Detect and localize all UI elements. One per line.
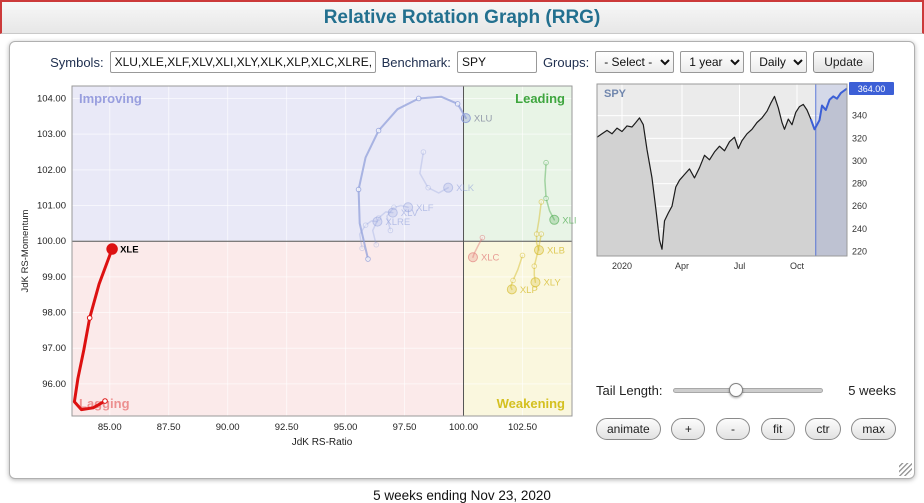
svg-text:Oct: Oct: [790, 261, 805, 271]
tail-length-slider[interactable]: [672, 382, 823, 398]
svg-text:95.00: 95.00: [334, 422, 358, 433]
svg-text:XLY: XLY: [543, 278, 561, 289]
tail-length-value: 5 weeks: [848, 382, 896, 398]
svg-text:220: 220: [852, 246, 867, 256]
animate-button[interactable]: animate: [596, 418, 661, 440]
zoom-out-button[interactable]: -: [716, 418, 751, 440]
svg-text:102.50: 102.50: [508, 422, 537, 433]
svg-text:JdK RS-Momentum: JdK RS-Momentum: [20, 209, 31, 292]
tail-XLE[interactable]: XLE: [72, 243, 139, 412]
svg-text:XLP: XLP: [520, 285, 538, 296]
svg-text:364.00: 364.00: [858, 84, 886, 94]
svg-text:97.00: 97.00: [42, 343, 66, 354]
svg-text:340: 340: [852, 111, 867, 121]
svg-text:100.00: 100.00: [449, 422, 478, 433]
svg-text:Leading: Leading: [515, 91, 565, 106]
svg-text:98.00: 98.00: [42, 308, 66, 319]
fit-button[interactable]: fit: [760, 418, 795, 440]
tail-length-control: Tail Length: 5 weeks: [596, 382, 896, 398]
max-button[interactable]: max: [851, 418, 896, 440]
tail-XLF[interactable]: XLF: [386, 202, 434, 234]
svg-text:100.00: 100.00: [37, 236, 66, 247]
rrg-chart[interactable]: 85.00 87.50 90.00 92.50 95.00 97.50 100.00 102.…: [16, 80, 586, 472]
chart-buttons: animate + - fit ctr max: [596, 418, 896, 440]
last-price-badge: [849, 82, 894, 96]
svg-text:97.50: 97.50: [393, 422, 417, 433]
header-bar: Relative Rotation Graph (RRG): [0, 0, 924, 34]
period-select[interactable]: 1 year: [680, 51, 745, 73]
tail-length-label: Tail Length:: [596, 382, 663, 398]
svg-text:85.00: 85.00: [98, 422, 122, 433]
tail-XLC[interactable]: XLC: [467, 234, 500, 264]
symbols-label: Symbols:: [50, 54, 104, 70]
tail-XLRE[interactable]: XLRE: [358, 216, 411, 252]
svg-text:XLRE: XLRE: [385, 217, 410, 228]
side-panel: 220 240 260 280 300 320 340 2020 Apr Jul Oct SPY 364…: [596, 80, 896, 472]
svg-text:96.00: 96.00: [42, 379, 66, 390]
quadrant-weakening: [463, 241, 572, 416]
toolbar: Symbols: Benchmark: Groups: - Select - 1…: [16, 48, 908, 80]
quadrant-improving: [72, 86, 464, 242]
svg-text:XLV: XLV: [401, 208, 419, 219]
svg-text:99.00: 99.00: [42, 272, 66, 283]
svg-text:92.50: 92.50: [275, 422, 299, 433]
svg-text:102.00: 102.00: [37, 165, 66, 176]
tail-XLK[interactable]: XLK: [419, 149, 475, 194]
svg-text:XLF: XLF: [416, 203, 434, 214]
svg-text:XLK: XLK: [456, 183, 475, 194]
main-panel: Symbols: Benchmark: Groups: - Select - 1…: [9, 41, 915, 479]
frequency-select[interactable]: Daily: [750, 51, 808, 73]
tail-XLI[interactable]: XLI: [543, 159, 577, 226]
symbols-input[interactable]: [109, 51, 376, 73]
svg-text:XLI: XLI: [562, 215, 576, 226]
groups-select[interactable]: - Select -: [595, 51, 675, 73]
groups-label: Groups:: [542, 54, 590, 70]
svg-text:90.00: 90.00: [216, 422, 240, 433]
svg-text:87.50: 87.50: [157, 422, 181, 433]
svg-text:XLE: XLE: [120, 245, 138, 256]
svg-text:104.00: 104.00: [37, 93, 66, 104]
svg-text:280: 280: [852, 179, 867, 189]
svg-text:XLU: XLU: [474, 114, 493, 125]
tail-XLB[interactable]: XLB: [533, 199, 565, 257]
svg-text:260: 260: [852, 201, 867, 211]
svg-text:XLB: XLB: [547, 246, 565, 257]
svg-text:XLC: XLC: [481, 253, 500, 264]
svg-text:320: 320: [852, 133, 867, 143]
page-title: Relative Rotation Graph (RRG): [323, 6, 601, 28]
svg-text:2020: 2020: [612, 261, 632, 271]
svg-text:Improving: Improving: [79, 91, 142, 106]
svg-text:240: 240: [852, 224, 867, 234]
svg-text:Apr: Apr: [675, 261, 689, 271]
spy-price-chart: 220 240 260 280 300 320 340 2020 Apr Jul Oct SPY 364…: [596, 82, 894, 271]
svg-text:SPY: SPY: [604, 88, 627, 100]
charts-area: 85.00 87.50 90.00 92.50 95.00 97.50 100.00 102.…: [16, 80, 908, 472]
tail-XLP[interactable]: XLP: [506, 252, 538, 296]
footer-caption: 5 weeks ending Nov 23, 2020: [373, 488, 551, 503]
svg-text:300: 300: [852, 156, 867, 166]
svg-text:101.00: 101.00: [37, 201, 66, 212]
quadrant-lagging: [72, 241, 464, 416]
benchmark-input[interactable]: [456, 51, 537, 73]
zoom-in-button[interactable]: +: [671, 418, 706, 440]
tail-XLU[interactable]: XLU: [355, 95, 493, 262]
svg-text:Jul: Jul: [734, 261, 746, 271]
svg-text:103.00: 103.00: [37, 129, 66, 140]
svg-text:Weakening: Weakening: [497, 396, 565, 411]
tail-XLY[interactable]: XLY: [530, 231, 561, 289]
benchmark-label: Benchmark:: [381, 54, 451, 70]
center-button[interactable]: ctr: [805, 418, 841, 440]
update-button[interactable]: Update: [813, 51, 874, 73]
svg-text:JdK RS-Ratio: JdK RS-Ratio: [292, 437, 353, 448]
resize-grip[interactable]: [899, 463, 912, 476]
